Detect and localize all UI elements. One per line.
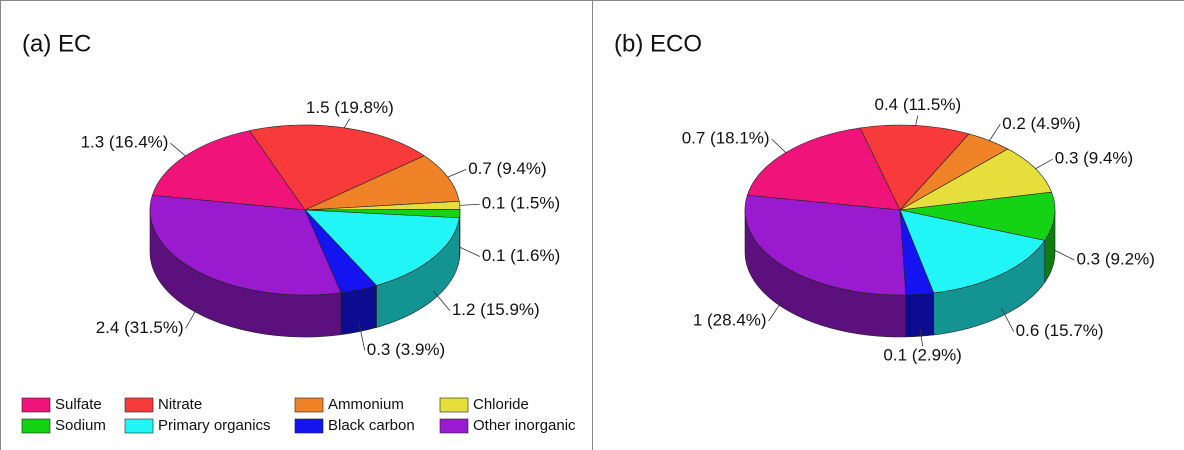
leader-line [989,124,1001,141]
legend-label: Primary organics [158,417,271,434]
pie-side [340,285,377,336]
data-label: 0.1 (2.9%) [883,346,961,365]
chart-title: (b) ECO [614,30,702,57]
data-label: 0.3 (9.4%) [1055,149,1133,168]
leader-line [447,169,467,178]
leader-line [433,290,451,311]
pie-slice [899,191,1056,241]
legend-label: Chloride [473,396,529,413]
leader-line [343,118,351,128]
legend-swatch [124,418,154,434]
pie-side [905,292,935,338]
data-label: 0.1 (1.6%) [482,246,560,265]
legend-label: Sodium [55,417,106,434]
legend-label: Black carbon [328,417,415,434]
legend-swatch [21,397,51,413]
legend-swatch [21,418,51,434]
pie-slice [744,194,907,296]
legend-swatch [294,418,324,434]
legend-swatch [124,397,154,413]
leader-line [459,203,480,206]
leader-line [185,305,200,329]
data-label: 0.3 (9.2%) [1076,250,1154,269]
chart-title: (a) EC [22,30,91,57]
leader-line [459,246,481,257]
pie-slice [899,148,1052,211]
legend-label: Nitrate [158,396,202,413]
data-label: 0.1 (1.5%) [482,194,560,213]
pie-slice [746,127,901,211]
leader-line [768,299,784,322]
leader-line [919,327,924,347]
data-label: 1.3 (16.4%) [81,133,169,152]
pie-slice [899,209,1046,294]
legend-swatch [439,397,469,413]
legend-label: Other inorganic [473,417,576,434]
leader-line [771,138,787,153]
data-label: 0.2 (4.9%) [1002,114,1080,133]
leader-line [1000,307,1015,332]
data-label: 0.7 (9.4%) [468,159,546,178]
pie-slice [304,209,460,286]
pie-slice [859,124,970,211]
legend-swatch [439,418,469,434]
pie-slice [249,124,425,211]
legend-label: Sulfate [55,396,102,413]
leader-line [1035,158,1053,170]
pie-slice [304,155,460,211]
data-label: 0.3 (3.9%) [367,340,445,359]
data-label: 0.7 (18.1%) [682,128,770,147]
legend-label: Ammonium [328,396,404,413]
data-label: 1.2 (15.9%) [452,300,540,319]
leader-line [358,323,366,351]
legend-swatch [294,397,324,413]
data-label: 1.5 (19.8%) [306,98,394,117]
data-label: 0.4 (11.5%) [874,95,961,114]
leader-line [915,115,919,126]
pie-slice [149,194,342,296]
leader-line [170,142,186,157]
data-label: 0.6 (15.7%) [1016,321,1104,340]
leader-line [1054,249,1075,261]
data-label: 2.4 (31.5%) [96,318,184,337]
data-label: 1 (28.4%) [693,310,767,329]
